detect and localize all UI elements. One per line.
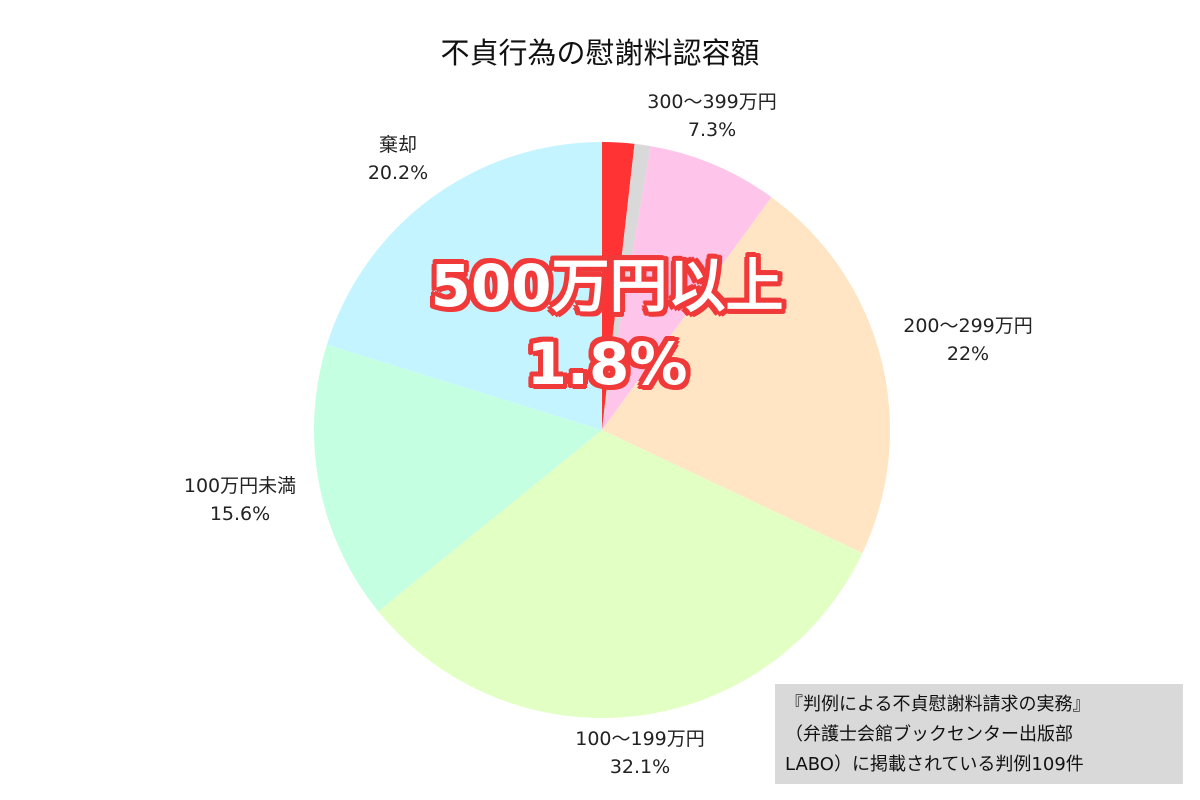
slice-label-200-299: 200〜299万円 22% [903, 312, 1033, 368]
slice-label-pct: 20.2% [367, 162, 429, 184]
source-note: 『判例による不貞慰謝料請求の実務』 （弁護士会館ブックセンター出版部 LABO）… [775, 684, 1183, 784]
pie-slice [602, 143, 651, 430]
slice-label-pct: 22% [946, 343, 990, 365]
pie-slice [326, 142, 602, 430]
slice-label-name: 100万円未満 [183, 475, 297, 497]
source-line-3: LABO）に掲載されている判例109件 [785, 754, 1084, 775]
callout-pct: 1.8% [526, 330, 688, 398]
pie-slice [602, 142, 635, 430]
pie-slice [602, 146, 772, 430]
slice-label-300-399: 300〜399万円 7.3% [647, 88, 777, 144]
pie-slice [378, 430, 863, 719]
source-line-1: 『判例による不貞慰謝料請求の実務』 [785, 694, 1091, 715]
slice-label-pct: 15.6% [209, 503, 271, 525]
slice-label-100-199: 100〜199万円 32.1% [575, 725, 705, 781]
slice-label-under-100: 100万円未満 15.6% [184, 472, 296, 528]
chart-title: 不貞行為の慰謝料認容額 [440, 36, 760, 70]
source-line-2: （弁護士会館ブックセンター出版部 [785, 724, 1073, 745]
slice-label-pct: 32.1% [609, 756, 671, 778]
callout-label: 500万円以上 [430, 252, 784, 320]
slice-label-name: 300〜399万円 [647, 91, 777, 113]
slice-label-rejected: 棄却 20.2% [368, 131, 428, 187]
pie-slice [313, 344, 602, 612]
slice-label-name: 200〜299万円 [903, 315, 1033, 337]
slice-label-name: 100〜199万円 [575, 728, 705, 750]
slice-label-name: 棄却 [378, 134, 418, 156]
highlight-callout: 500万円以上 1.8% [430, 247, 783, 403]
slice-label-pct: 7.3% [687, 119, 737, 141]
pie-slice [602, 197, 891, 554]
